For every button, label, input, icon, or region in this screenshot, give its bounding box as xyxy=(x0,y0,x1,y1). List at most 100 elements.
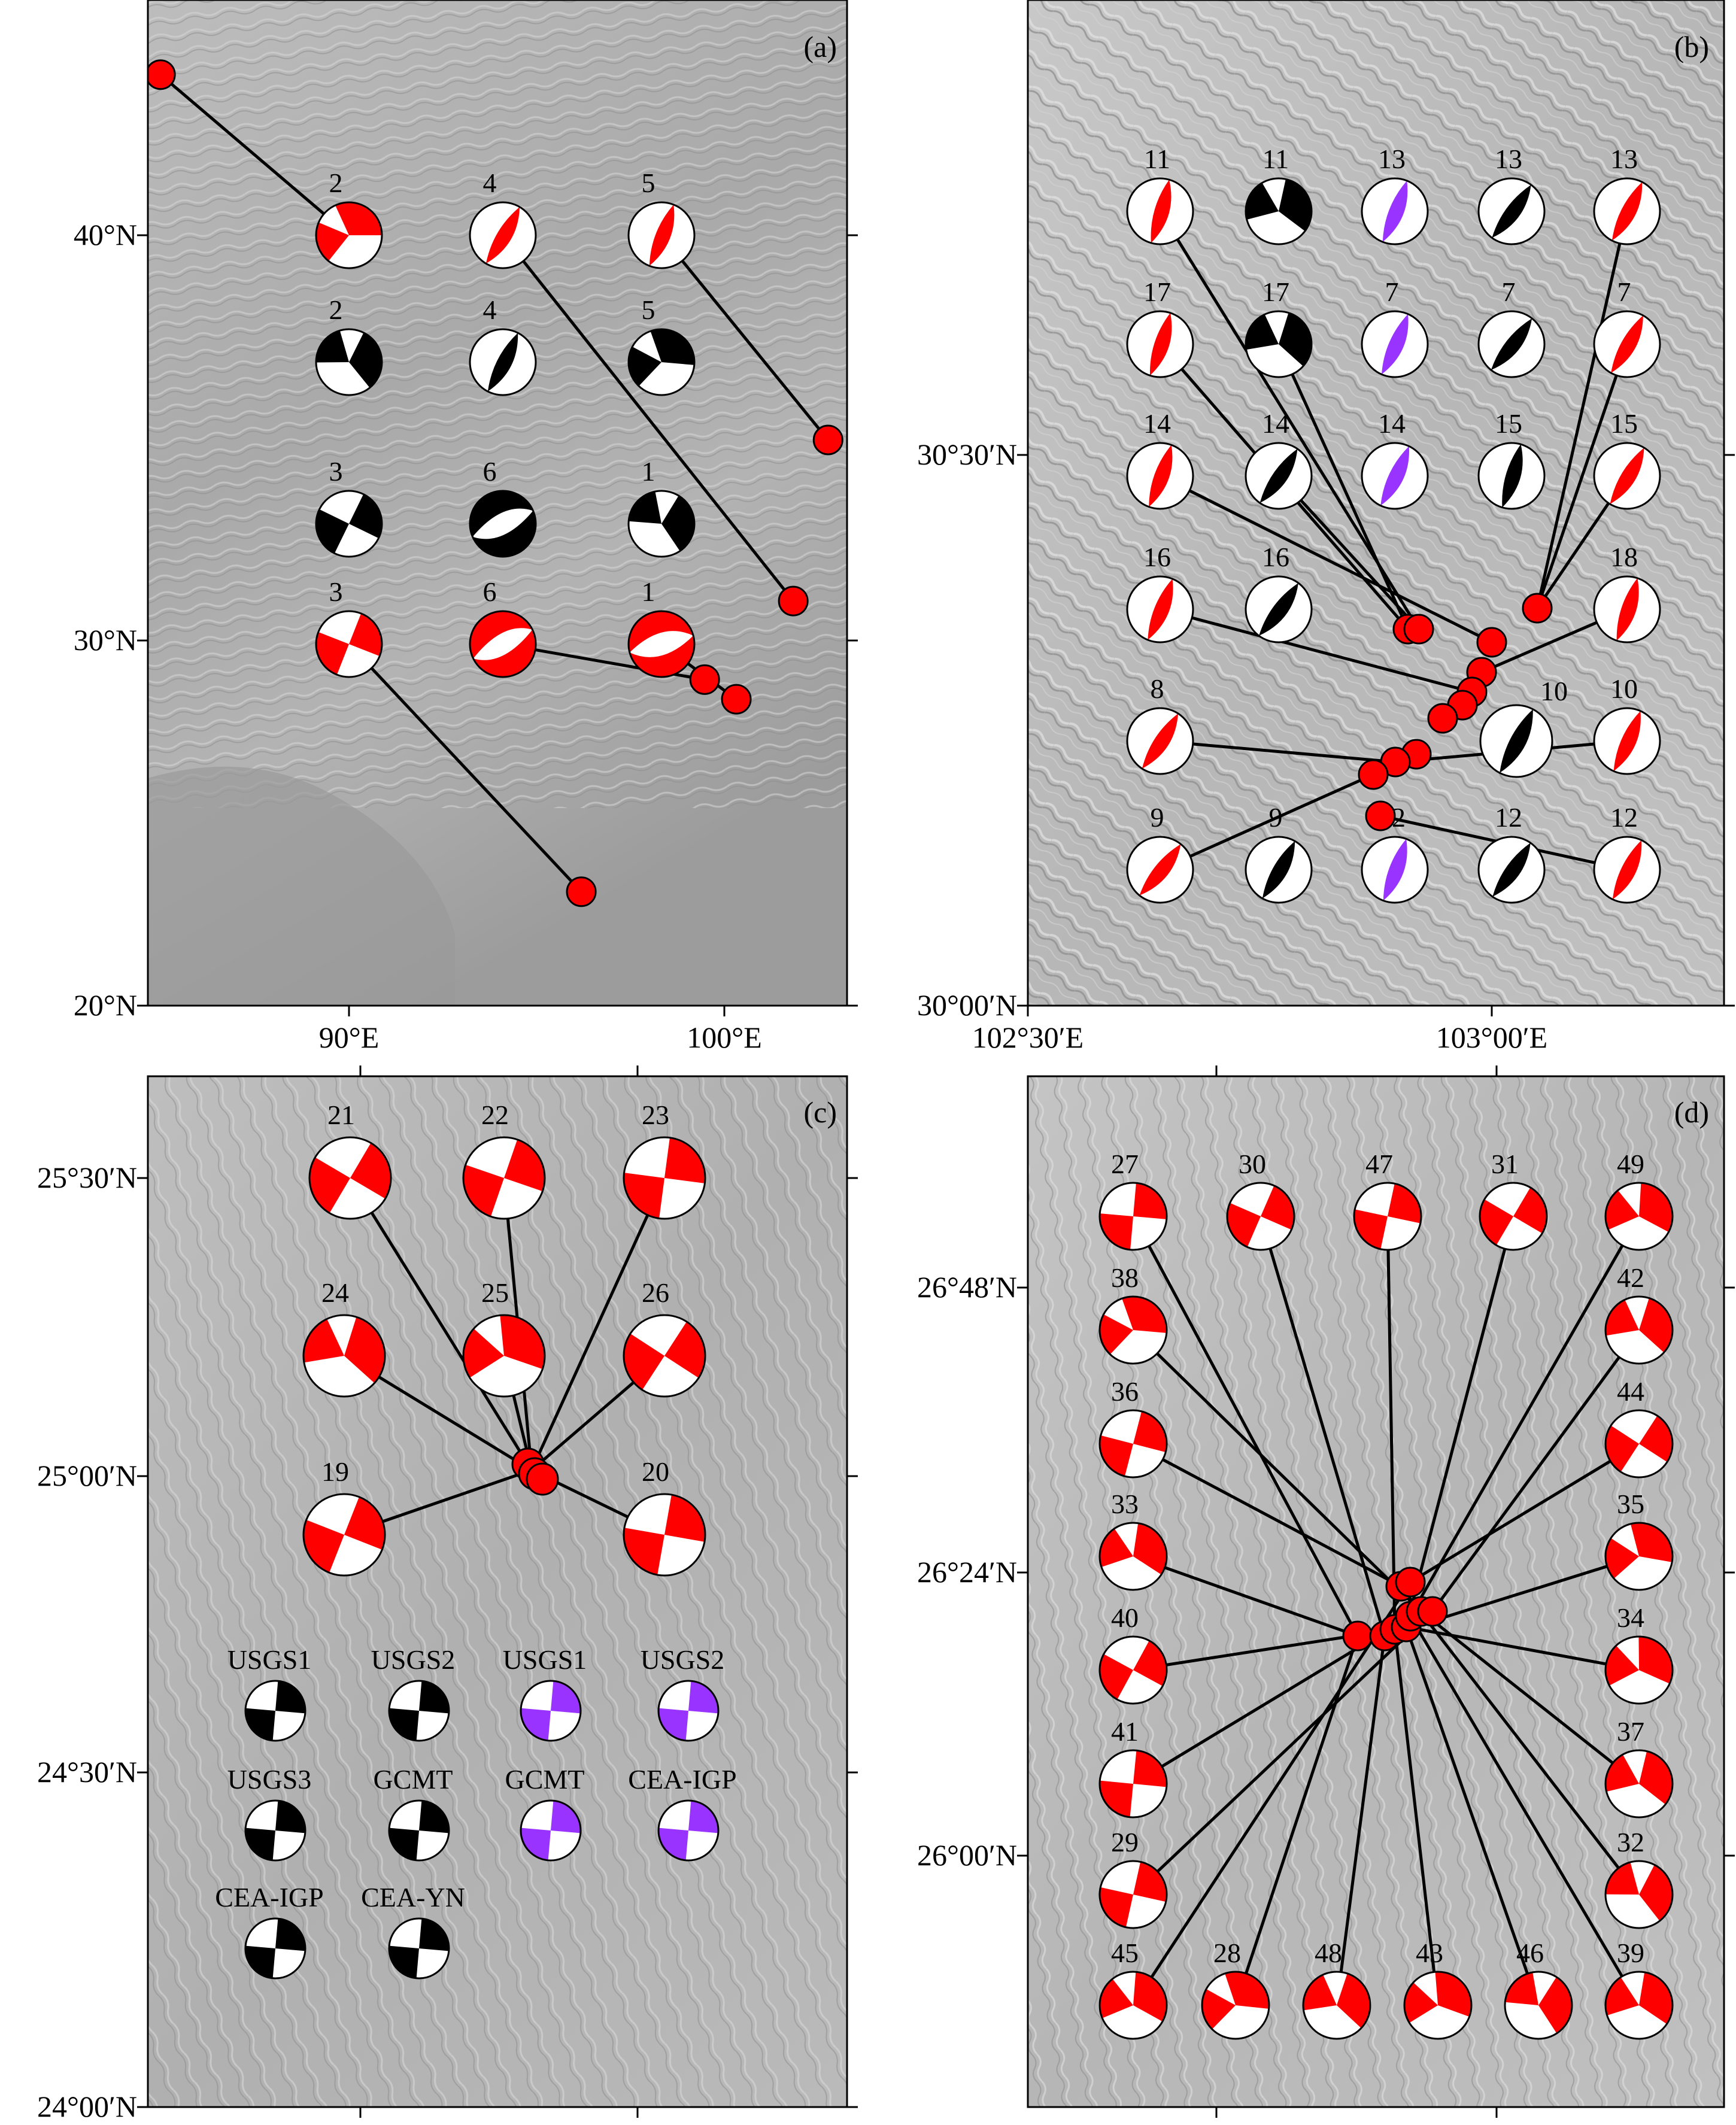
axes-layer: 40°N 30°N 20°N 90°E 100°E 30°30′N 30°00′N102°3… xyxy=(37,218,1735,2125)
beachball xyxy=(1245,442,1313,510)
beachball-label: 3 xyxy=(329,576,343,607)
connector-line xyxy=(1409,1442,1640,1584)
panel-c-content: 21 22 23 24 25 26 19 20 USGS1 USGS2 USGS1 USGS2 USGS… xyxy=(215,1100,737,1980)
beachball-label: 16 xyxy=(1143,542,1171,572)
panel-d-content: 27 30 47 31 49 38 42 36 44 33 35 40 34 41 37 29 32 45 28 48… xyxy=(1098,1149,1674,2040)
connector-line xyxy=(1131,1581,1412,2006)
panel-a-letter: (a) xyxy=(804,30,837,63)
beachball-label: 30 xyxy=(1239,1149,1266,1179)
beachball-label: 17 xyxy=(1143,277,1171,307)
y-tick-label: 26°00′N xyxy=(917,1838,1017,1872)
epicenter-marker xyxy=(721,684,752,715)
beachball-label: 25 xyxy=(481,1277,509,1308)
beachball-label: 12 xyxy=(1495,802,1522,833)
connector-line xyxy=(1409,1615,1641,2006)
beachball xyxy=(1098,1409,1168,1479)
beachball-label: 7 xyxy=(1502,277,1516,307)
epicenter-marker xyxy=(689,664,720,695)
beachball xyxy=(302,1314,386,1398)
connector-line xyxy=(660,234,830,441)
beachball-label: 10 xyxy=(1540,676,1568,706)
beachball-label: 9 xyxy=(1151,802,1164,833)
connector-line xyxy=(1159,474,1493,644)
connector-line xyxy=(1234,1635,1359,2006)
beachball xyxy=(1604,1635,1674,1705)
beachball-label: 26 xyxy=(642,1277,669,1308)
beachball xyxy=(1245,310,1313,378)
beachball xyxy=(1126,707,1194,775)
panel-c-letter: (c) xyxy=(804,1095,837,1129)
beachball-label: 19 xyxy=(321,1456,349,1487)
solution-label: GCMT xyxy=(505,1764,585,1795)
beachball xyxy=(1593,177,1661,245)
beachball xyxy=(623,1314,706,1398)
beachball-label: 36 xyxy=(1111,1376,1139,1407)
connector-line xyxy=(159,73,350,236)
beachball-label: 49 xyxy=(1617,1149,1644,1179)
beachball xyxy=(627,490,696,558)
beachball xyxy=(1098,1971,1168,2040)
beachball-label: 15 xyxy=(1495,408,1522,439)
beachball-label: 6 xyxy=(483,576,497,607)
beachball-label: 13 xyxy=(1495,144,1522,174)
beachball xyxy=(627,610,696,678)
beachball-label: 10 xyxy=(1610,673,1638,704)
solution-beachball xyxy=(520,1799,582,1862)
beachball-label: 6 xyxy=(483,456,497,487)
beachball xyxy=(1226,1182,1295,1251)
x-tick-label: 90°E xyxy=(319,1021,380,1054)
beachball xyxy=(462,1136,546,1220)
beachball-label: 4 xyxy=(483,295,497,325)
beachball xyxy=(1126,836,1194,904)
solution-beachball xyxy=(520,1680,582,1742)
beachball-label: 3 xyxy=(329,456,343,487)
connector-line xyxy=(1277,475,1420,630)
beachball xyxy=(469,328,537,396)
beachball xyxy=(1361,310,1429,378)
beachball xyxy=(1361,442,1429,510)
epicenter-marker xyxy=(1365,800,1396,831)
x-tick-label: 103°00′E xyxy=(1436,1021,1547,1054)
beachball-label: 43 xyxy=(1416,1938,1443,1968)
x-tick-label: 98°00′E xyxy=(589,2122,685,2125)
beachball xyxy=(1353,1182,1422,1251)
panel-d-letter: (d) xyxy=(1674,1095,1709,1129)
beachball xyxy=(1098,1749,1168,1819)
connector-line xyxy=(1393,1629,1440,2006)
x-tick-label: 100°E xyxy=(687,1021,762,1054)
y-tick-label: 26°48′N xyxy=(917,1270,1017,1304)
beachball-label: 40 xyxy=(1111,1602,1139,1633)
connector-line xyxy=(1131,1215,1359,1637)
y-tick-label: 30°00′N xyxy=(917,988,1017,1022)
beachball-label: 21 xyxy=(327,1100,355,1130)
beachball-label: 16 xyxy=(1262,542,1289,572)
connector-line xyxy=(502,234,795,602)
y-tick-label: 40°N xyxy=(74,218,137,251)
beachball xyxy=(1604,1860,1674,1929)
y-tick-label: 25°00′N xyxy=(37,1459,137,1492)
epicenter-marker xyxy=(812,424,843,456)
beachball-label: 9 xyxy=(1269,802,1283,833)
beachball xyxy=(1477,177,1546,245)
beachball xyxy=(315,610,383,678)
beachball-label: 47 xyxy=(1365,1149,1393,1179)
beachball-label: 23 xyxy=(642,1100,669,1130)
panel-a-frame xyxy=(147,0,848,1007)
beachball xyxy=(1604,1749,1674,1819)
x-tick-label: 102°30′E xyxy=(972,1021,1084,1054)
beachball-label: 24 xyxy=(321,1277,349,1308)
connector-line xyxy=(1133,1555,1358,1638)
beachball xyxy=(1593,442,1661,510)
beachball-label: 7 xyxy=(1617,277,1631,307)
connector-line xyxy=(348,1177,533,1471)
beachball xyxy=(1604,1295,1674,1365)
beachball xyxy=(315,490,383,558)
panel-b-letter: (b) xyxy=(1674,30,1709,63)
beachball-label: 2 xyxy=(329,168,343,198)
beachball-label: 1 xyxy=(642,456,655,487)
beachball-label: 37 xyxy=(1617,1716,1644,1747)
beachball xyxy=(623,1136,706,1220)
beachball xyxy=(315,328,383,396)
epicenter-marker xyxy=(1358,759,1389,790)
beachball-label: 18 xyxy=(1610,542,1638,572)
